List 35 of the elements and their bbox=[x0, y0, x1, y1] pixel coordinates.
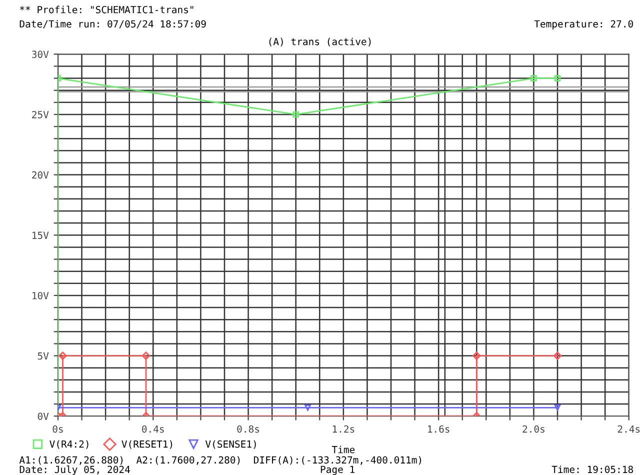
text: Temperature: 27.0 bbox=[534, 20, 633, 30]
legend-label: V(SENSE1) bbox=[205, 440, 256, 449]
legend-label: V(RESET1) bbox=[122, 440, 172, 449]
text: Page 1 bbox=[320, 466, 354, 475]
y-tick-label: 10V bbox=[32, 292, 49, 300]
y-tick-label: 30V bbox=[32, 50, 49, 58]
x-axis-title: Time bbox=[332, 446, 355, 454]
point bbox=[530, 75, 537, 82]
text: A1:(1.6267,26.880) A2:(1.7600,27.280) DIFF(A):(-133.327m,-400.011m) bbox=[19, 456, 422, 465]
point bbox=[292, 111, 299, 118]
point bbox=[553, 352, 562, 360]
chart-title: ** Profile: "SCHEMATIC1-trans" bbox=[20, 6, 194, 14]
y-tick-label: 20V bbox=[32, 171, 49, 179]
text: Time: 19:05:18 bbox=[552, 466, 633, 474]
point bbox=[554, 404, 561, 411]
y-tick-label: 5V bbox=[38, 352, 49, 360]
text: Date/Time run: 07/05/24 18:57:09 bbox=[20, 20, 206, 28]
text: Date: July 05, 2024 bbox=[20, 466, 130, 475]
point bbox=[58, 352, 67, 360]
x-tick-label: 0.4s bbox=[142, 425, 164, 433]
x-tick-label: 1.6s bbox=[428, 425, 450, 433]
point bbox=[142, 352, 150, 360]
y-tick-label: 15V bbox=[32, 232, 49, 239]
chart-subtitle: (A) trans (active) bbox=[269, 38, 371, 46]
x-tick-label: 0.8s bbox=[237, 425, 260, 433]
y-tick-label: 0V bbox=[38, 412, 49, 420]
point bbox=[554, 75, 561, 82]
point bbox=[472, 352, 481, 360]
x-tick-label: 0s bbox=[52, 425, 63, 433]
point bbox=[304, 404, 311, 411]
x-tick-label: 1.2s bbox=[332, 425, 354, 433]
x-tick-label: 2.0s bbox=[522, 425, 544, 433]
x-tick-label: 2.4s bbox=[618, 425, 640, 433]
y-tick-label: 25V bbox=[32, 110, 49, 118]
legend-label: V(R4:2) bbox=[50, 440, 88, 449]
